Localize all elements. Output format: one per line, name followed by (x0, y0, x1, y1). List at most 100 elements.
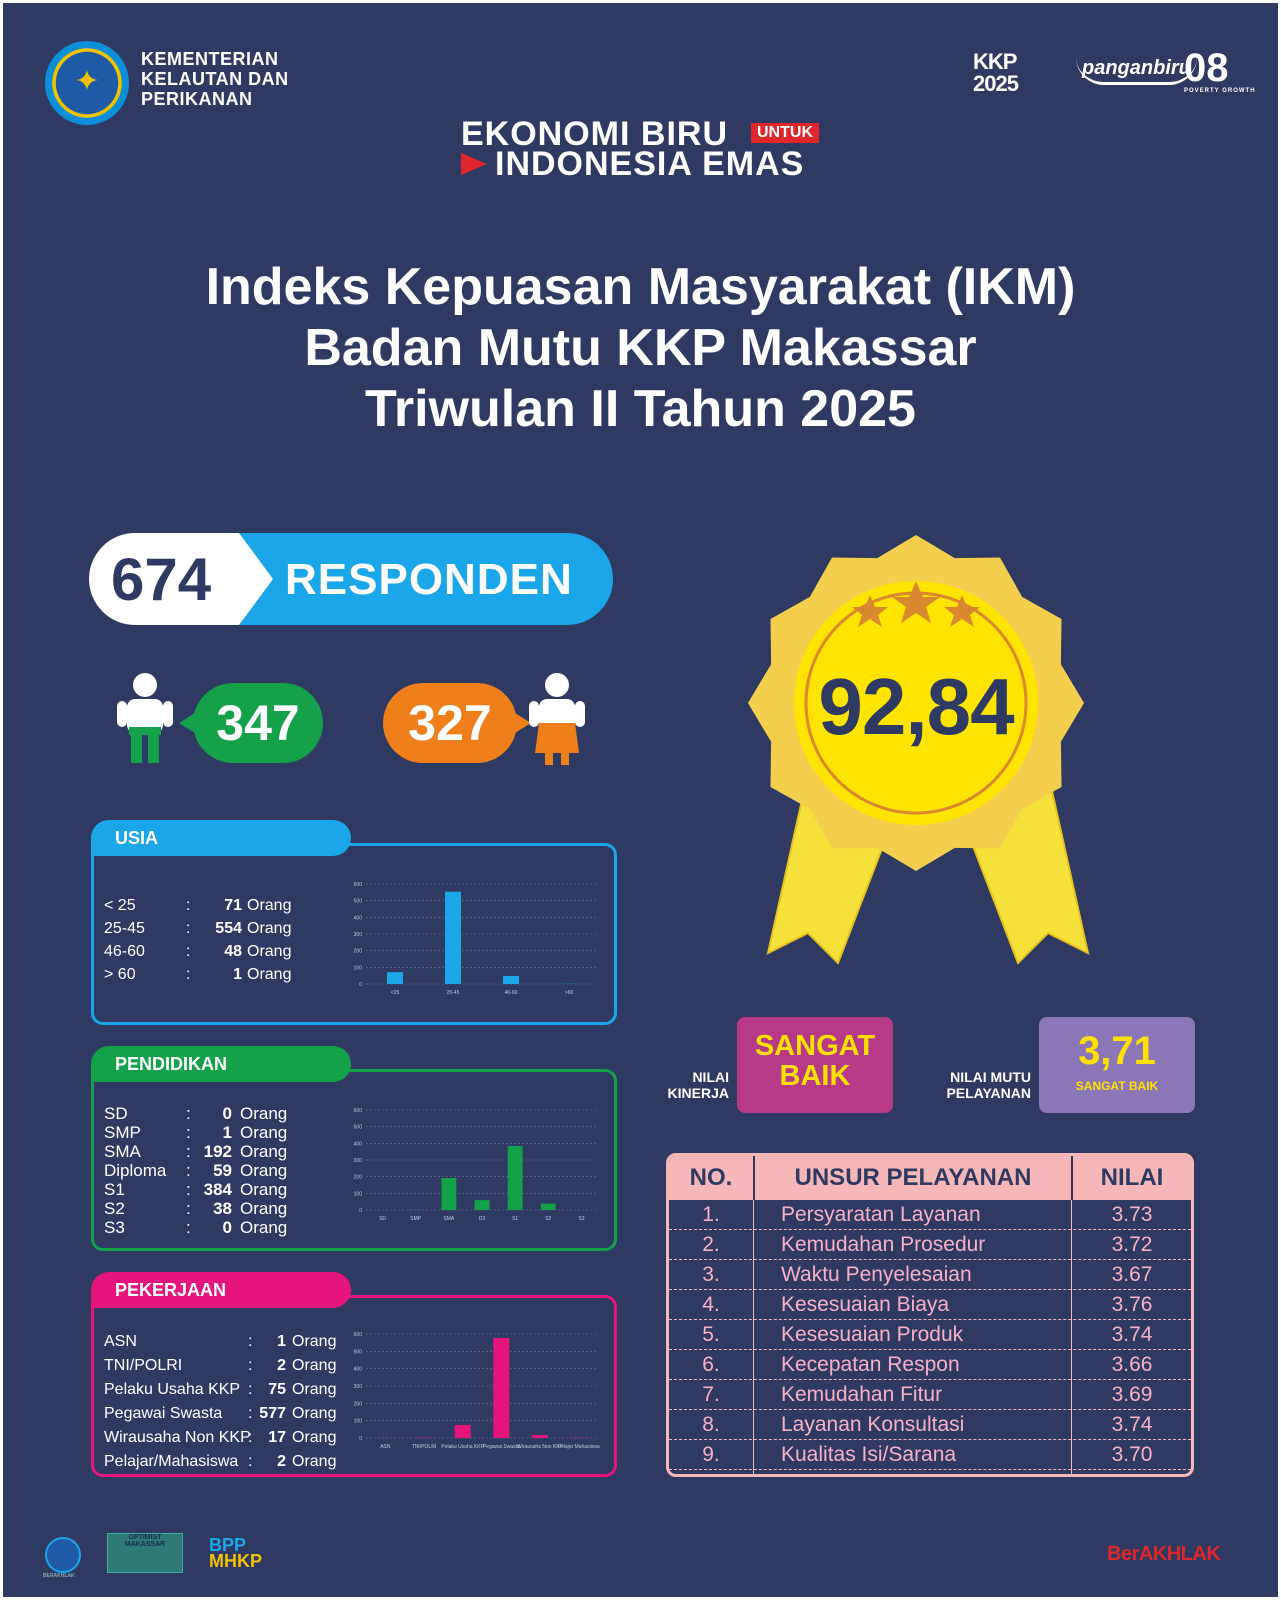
panganbiru-logo: panganbiru (1076, 57, 1197, 85)
footer-logo2-text: OPTIMIST MAKASSAR (124, 1534, 166, 1548)
pendidikan-row: SD:0 Orang (104, 1104, 288, 1123)
title-line-2: Badan Mutu KKP Makassar (304, 319, 977, 377)
pendidikan-row: S2:38 Orang (104, 1199, 288, 1218)
berakhlak-logo (45, 1537, 81, 1573)
cell-unsur: Kemudahan Fitur (781, 1383, 943, 1406)
cell-no: 1. (702, 1203, 720, 1226)
nilai-kinerja-label-2: KINERJA (667, 1085, 729, 1101)
garuda-icon: ✦ (74, 65, 100, 98)
ministry-name: KEMENTERIAN KELAUTAN DAN PERIKANAN (141, 49, 341, 109)
pendidikan-chart: 0 100 200 300 400 500 600 SD SMP SMA D3 S1 S2 S3 (348, 1104, 604, 1234)
header-no: NO. (689, 1164, 733, 1191)
y-tick-label: 400 (354, 915, 363, 921)
cell-nilai: 3.74 (1111, 1413, 1153, 1436)
cell-unsur: Kualitas Isi/Sarana (781, 1443, 957, 1466)
cell-no: 6. (702, 1353, 720, 1376)
x-tick-label: Pegawai Swasta (483, 1444, 520, 1450)
header-nilai: NILAI (1100, 1164, 1164, 1191)
pendidikan-title: PENDIDIKAN (91, 1046, 351, 1082)
pekerjaan-title: PEKERJAAN (91, 1272, 351, 1308)
table-header: NO. UNSUR PELAYANAN NILAI (669, 1156, 1191, 1200)
responden-total: 674 (111, 546, 212, 613)
cell-unsur: Waktu Penyelesaian (781, 1263, 972, 1286)
pekerjaan-row: ASN:1 Orang (104, 1333, 337, 1350)
title-line-3: Triwulan II Tahun 2025 (365, 380, 916, 438)
cell-unsur: Kesesuaian Produk (781, 1323, 964, 1346)
pekerjaan-rows: ASN:1 Orang TNI/POLRI:2 Orang Pelaku Usaha… (104, 1330, 344, 1474)
table-row: 6. Kecepatan Respon 3.66 (669, 1350, 1191, 1380)
kkp-logo: ✦ (45, 41, 129, 125)
y-tick-label: 300 (354, 932, 363, 938)
usia-row: > 60:1 Orang (104, 966, 292, 983)
x-tick-label: SMP (410, 1216, 422, 1222)
cell-nilai: 3.70 (1111, 1443, 1153, 1466)
column-divider (753, 1200, 754, 1474)
usia-row: 46-60:48 Orang (104, 943, 292, 960)
x-tick-label: SD (379, 1216, 386, 1222)
asta-cita-08-logo: 08 POVERTY GROWTH (1184, 48, 1256, 95)
pendidikan-row: S3:0 Orang (104, 1218, 288, 1237)
tagline-arrow-icon (461, 153, 487, 175)
x-tick-label: SMA (443, 1216, 455, 1222)
y-tick-label: 500 (354, 899, 363, 905)
tagline: EKONOMI BIRU UNTUK INDONESIA EMAS (461, 115, 841, 185)
x-tick-label: D3 (479, 1216, 486, 1222)
cell-no: 9. (702, 1443, 720, 1466)
nilai-kinerja-box: SANGAT BAIK (737, 1017, 893, 1113)
bpp-mhkp-logo: BPP MHKP (209, 1536, 262, 1570)
y-tick-label: 600 (354, 882, 363, 888)
nilai-kinerja-label: NILAI KINERJA (643, 1069, 729, 1101)
table-row: 9. Kualitas Isi/Sarana 3.70 (669, 1440, 1191, 1470)
pekerjaan-chart: 0 100 200 300 400 500 600 ASN TNI/POLRI Pelaku Us… (348, 1328, 604, 1462)
pekerjaan-row: Pegawai Swasta:577 Orang (104, 1405, 337, 1422)
bar (503, 976, 519, 984)
y-tick-label: 600 (354, 1332, 363, 1338)
pendidikan-row: SMP:1 Orang (104, 1123, 288, 1142)
y-tick-label: 0 (359, 1436, 362, 1442)
nilai-kinerja-value-2: BAIK (779, 1060, 851, 1092)
x-tick-label: TNI/POLRI (412, 1444, 436, 1450)
bar (507, 1146, 523, 1210)
bar (540, 1203, 556, 1210)
usia-rows: < 25:71 Orang 25-45:554 Orang 46-60:48 Oran… (104, 894, 304, 986)
table-row: 2. Kemudahan Prosedur 3.72 (669, 1230, 1191, 1260)
ministry-line-2: KELAUTAN DAN (141, 69, 289, 89)
x-tick-label: 46-60 (505, 990, 518, 996)
bar (474, 1200, 490, 1210)
x-tick-label: ASN (380, 1444, 391, 1450)
pendidikan-row: SMA:192 Orang (104, 1142, 288, 1161)
y-tick-label: 600 (354, 1108, 363, 1114)
female-count: 327 (383, 683, 531, 763)
y-tick-label: 0 (359, 982, 362, 988)
cell-unsur: Kecepatan Respon (781, 1353, 960, 1376)
pekerjaan-row: Pelajar/Mahasiswa:2 Orang (104, 1453, 337, 1470)
y-tick-label: 100 (354, 1419, 363, 1425)
nilai-mutu-value: 3,71 (1078, 1029, 1156, 1073)
x-tick-label: Wirausaha Non KKP (517, 1444, 564, 1450)
nilai-kinerja-value-1: SANGAT (754, 1030, 876, 1062)
usia-title: USIA (91, 820, 351, 856)
pendidikan-panel: PENDIDIKAN SD:0 Orang SMP:1 Orang SMA:192 O… (91, 1046, 617, 1251)
nilai-mutu-label-1: NILAI MUTU (950, 1069, 1031, 1085)
column-divider (1071, 1200, 1072, 1474)
bar (441, 1178, 457, 1210)
nilai-kinerja-label-1: NILAI (692, 1069, 729, 1085)
cell-unsur: Kemudahan Prosedur (781, 1233, 986, 1256)
y-tick-label: 400 (354, 1367, 363, 1373)
table-row: 4. Kesesuaian Biaya 3.76 (669, 1290, 1191, 1320)
page-title: Indeks Kepuasan Masyarakat (IKM) Badan M… (3, 257, 1278, 440)
x-tick-label: S2 (545, 1216, 551, 1222)
ministry-line-3: PERIKANAN (141, 89, 253, 109)
optimist-makassar-logo: OPTIMIST MAKASSAR (107, 1533, 183, 1573)
cell-nilai: 3.69 (1111, 1383, 1153, 1406)
responden-label: RESPONDEN (285, 555, 573, 604)
header-divider (753, 1156, 755, 1200)
ikm-score: 92,84 (818, 662, 1014, 751)
cell-nilai: 3.67 (1111, 1263, 1153, 1286)
header-divider (1071, 1156, 1073, 1200)
cell-nilai: 3.73 (1111, 1203, 1153, 1226)
cell-unsur: Layanan Konsultasi (781, 1413, 965, 1436)
y-tick-label: 200 (354, 1401, 363, 1407)
x-tick-label: Pelaku Usaha KKP (441, 1444, 484, 1450)
pekerjaan-row: TNI/POLRI:2 Orang (104, 1357, 337, 1374)
